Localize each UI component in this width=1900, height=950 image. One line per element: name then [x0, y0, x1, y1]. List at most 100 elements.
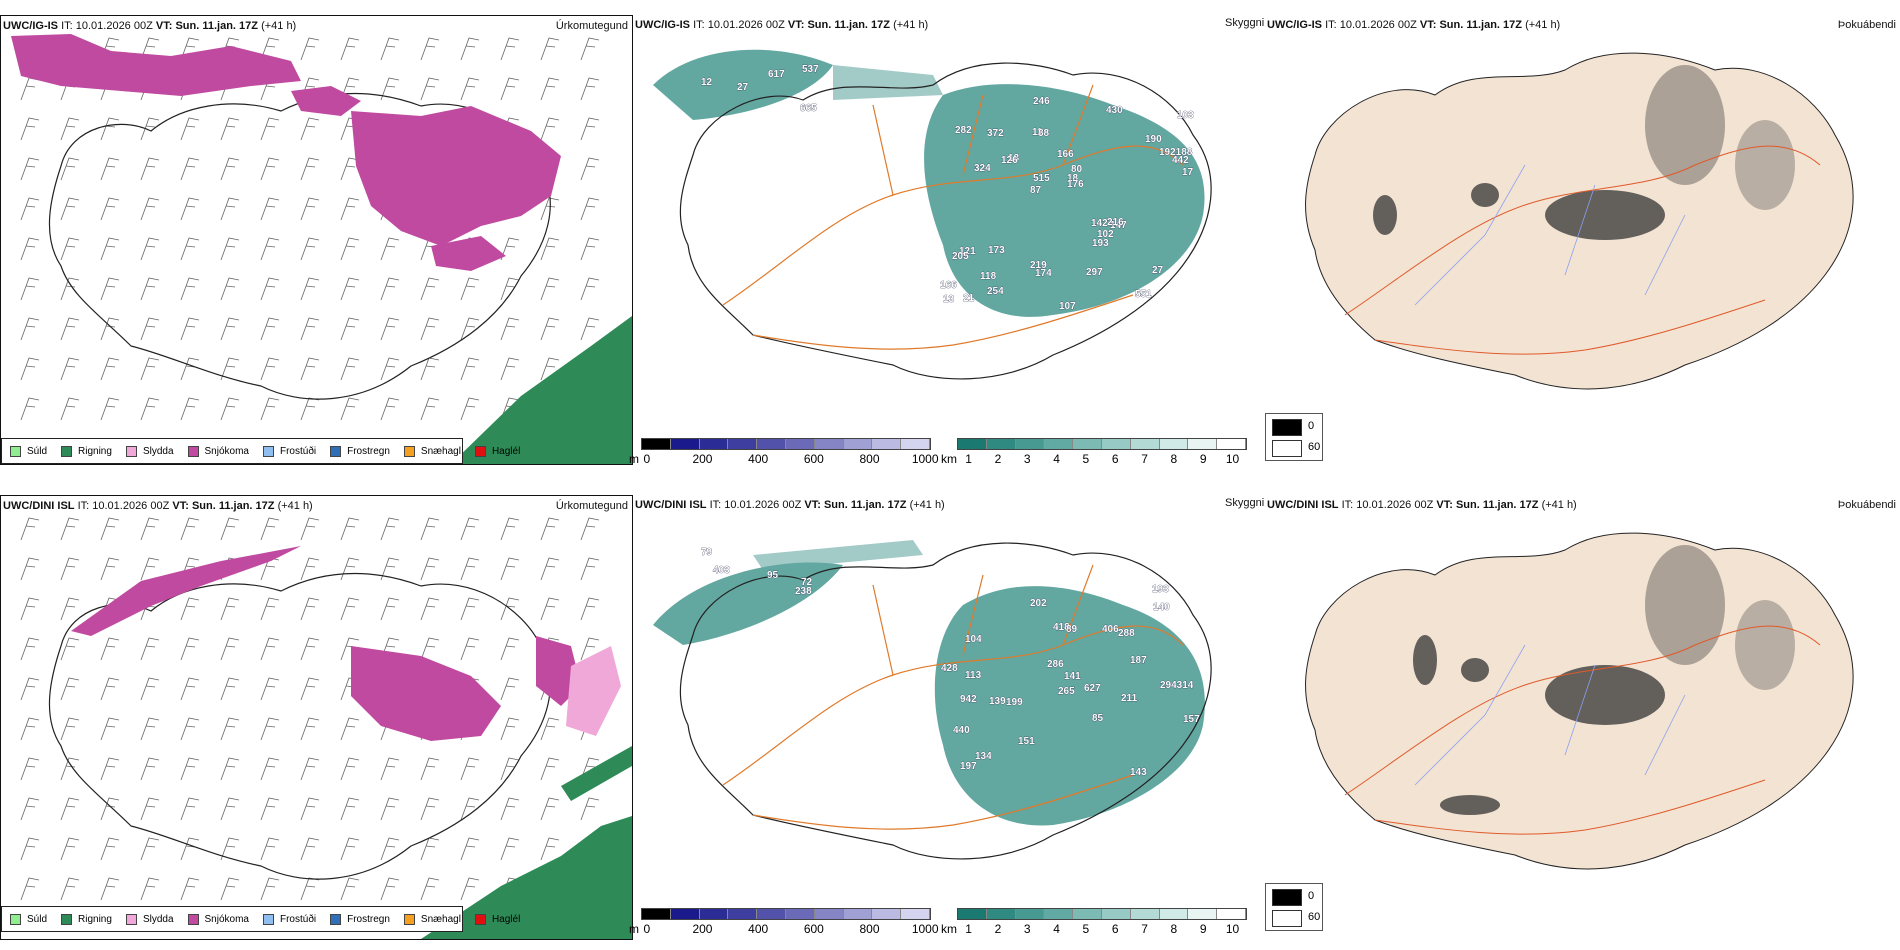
- colorbar-tick: 7: [1141, 922, 1148, 936]
- wind-barb: [20, 837, 40, 861]
- wind-barb: [260, 357, 280, 381]
- wind-barb: [420, 757, 440, 781]
- precip-map-bottom: [20, 517, 632, 939]
- wind-barb: [140, 117, 160, 141]
- wind-barb: [20, 157, 40, 181]
- wind-barb: [500, 717, 520, 741]
- wind-barb: [340, 357, 360, 381]
- colorbar-tick: 10: [1225, 922, 1240, 936]
- wind-barb: [220, 117, 240, 141]
- wind-barb: [580, 797, 600, 821]
- colorbar-swatch: [699, 909, 729, 919]
- wind-barb: [460, 757, 480, 781]
- colorbar-swatch: [901, 439, 930, 449]
- colorbar-tick: 8: [1170, 452, 1178, 466]
- colorbar-swatch: [1015, 909, 1045, 919]
- iceland-outline: [48, 92, 551, 400]
- cloudbase-label: 193: [1152, 584, 1169, 595]
- colorbar-swatch: [843, 909, 873, 919]
- wind-barb: [60, 717, 80, 741]
- cloudbase-label: 265: [1058, 686, 1075, 697]
- cloudbase-label: 216: [1107, 217, 1124, 228]
- wind-barb: [100, 117, 120, 141]
- cloudbase-label: 13: [943, 294, 955, 305]
- cloudbase-label: 118: [980, 271, 997, 282]
- snow-areas: [71, 546, 581, 741]
- wind-barb: [100, 877, 120, 901]
- cloudbase-label: 79: [701, 547, 713, 558]
- wind-barb: [500, 677, 520, 701]
- cloudbase-label: 190: [1145, 134, 1162, 145]
- wind-barb: [580, 317, 600, 341]
- wind-barb: [180, 237, 200, 261]
- wind-barb: [380, 77, 400, 101]
- cloudbase-label: 537: [802, 64, 819, 75]
- wind-barb: [260, 237, 280, 261]
- legend-swatch: [403, 445, 415, 457]
- wind-barb: [220, 837, 240, 861]
- wind-barb: [380, 877, 400, 901]
- wind-barb: [340, 397, 360, 421]
- colorbar-tick: 4: [1053, 452, 1060, 466]
- wind-barb: [420, 597, 440, 621]
- road-network: [722, 84, 1184, 350]
- cloudbase-label: 21: [963, 293, 975, 304]
- cloudbase-label: 205: [952, 251, 969, 262]
- cloudbase-label: 282: [955, 125, 972, 136]
- legend-item: Frostregn: [330, 913, 390, 925]
- legend-item: Slydda: [125, 445, 174, 457]
- wind-barb: [100, 637, 120, 661]
- wind-barb: [580, 37, 600, 61]
- wind-barb: [260, 877, 280, 901]
- cloudbase-label: 141: [1064, 671, 1081, 682]
- wind-barb: [60, 317, 80, 341]
- cloudbase-label: 665: [800, 103, 817, 114]
- wind-barb: [180, 837, 200, 861]
- wind-barb: [540, 277, 560, 301]
- cloudbase-label: 102: [1097, 229, 1114, 240]
- cloudbase-label: 140: [1153, 602, 1170, 613]
- wind-barbs: [20, 517, 600, 901]
- legend-item: Haglél: [474, 445, 520, 457]
- wind-barb: [180, 397, 200, 421]
- wind-barb: [260, 717, 280, 741]
- colorbar-tick: 10: [1225, 452, 1240, 466]
- wind-barb: [180, 517, 200, 541]
- cloudbase-label: 286: [1047, 659, 1064, 670]
- wind-barb: [300, 397, 320, 421]
- fog-swatch: [1272, 440, 1302, 457]
- wind-barb: [460, 277, 480, 301]
- colorbar-swatch: [757, 439, 786, 449]
- colorbar-swatch: [1101, 909, 1131, 919]
- wind-barb: [20, 557, 40, 581]
- cloudbase-label: 288: [1118, 628, 1135, 639]
- fog-legend: 0 60: [1265, 883, 1323, 931]
- colorbar-swatch: [785, 909, 815, 919]
- wind-barb: [220, 717, 240, 741]
- sleet-area: [566, 646, 621, 736]
- cloudbase-label: 192188: [1159, 147, 1193, 158]
- wind-barb: [500, 37, 520, 61]
- wind-barb: [420, 357, 440, 381]
- wind-barb: [540, 317, 560, 341]
- cloudbase-label: 107: [1059, 301, 1076, 312]
- colorbar-swatch: [1073, 909, 1102, 919]
- colorbar-tick: 1: [965, 922, 972, 936]
- wind-barb: [300, 557, 320, 581]
- colorbar-swatch: [1159, 439, 1189, 449]
- wind-barb: [180, 117, 200, 141]
- panel-title-fog: Þokuábendi: [1837, 499, 1896, 511]
- wind-barb: [140, 157, 160, 181]
- wind-barb: [500, 237, 520, 261]
- cloudbase-label: 254: [987, 286, 1004, 297]
- cloudbase-label: 246: [1033, 96, 1050, 107]
- wind-barb: [20, 77, 40, 101]
- wind-barb: [180, 357, 200, 381]
- cloudbase-label: 85: [1092, 713, 1104, 724]
- colorbar-swatch: [1130, 909, 1160, 919]
- colorbar-swatch: [986, 909, 1016, 919]
- legend-swatch: [61, 445, 73, 457]
- wind-barb: [180, 317, 200, 341]
- colorbar-tick: 2: [994, 922, 1002, 936]
- wind-barb: [60, 597, 80, 621]
